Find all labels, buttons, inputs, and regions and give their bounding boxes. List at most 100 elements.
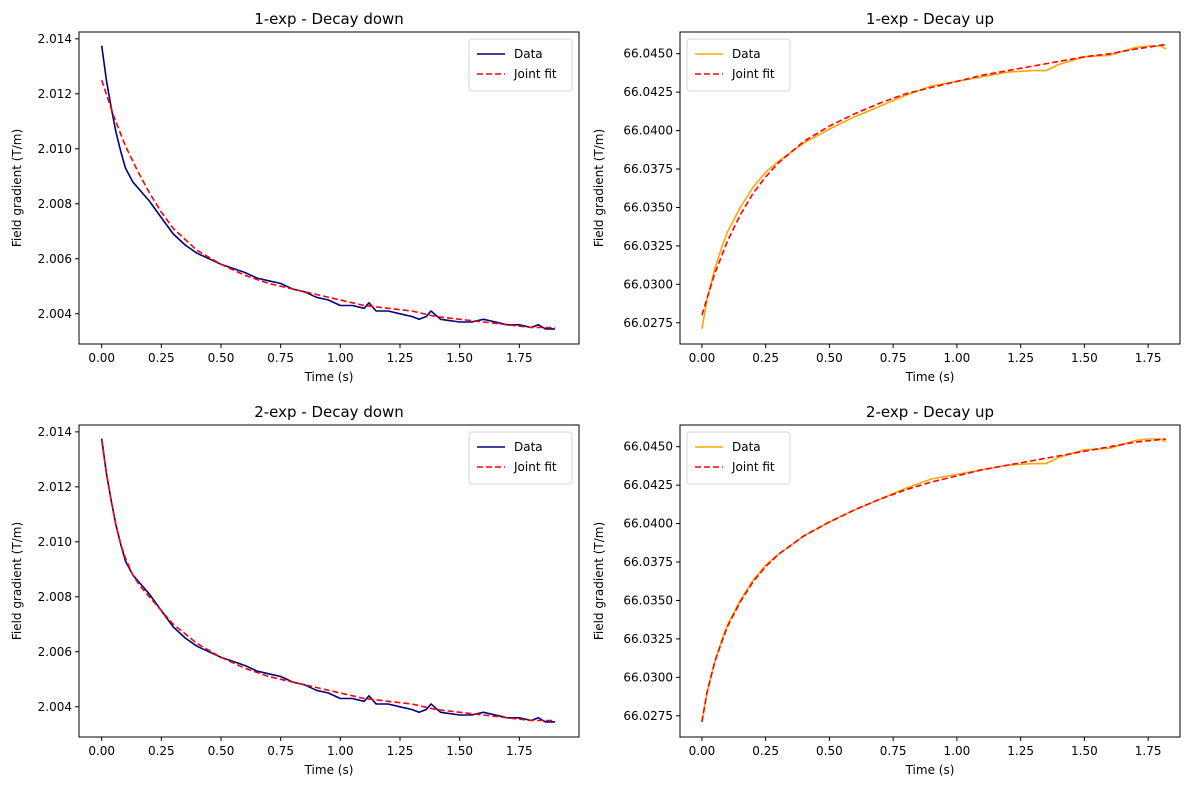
legend: Data Joint fit bbox=[468, 431, 573, 485]
x-tick-label: 1.25 bbox=[1007, 744, 1034, 758]
legend-label: Data bbox=[732, 47, 761, 61]
legend-label: Data bbox=[732, 440, 761, 454]
legend-label: Joint fit bbox=[513, 460, 557, 474]
x-tick-label: 1.00 bbox=[944, 351, 971, 365]
x-tick-label: 0.75 bbox=[267, 351, 294, 365]
y-tick-label: 66.0400 bbox=[623, 124, 673, 138]
chart-title: 1-exp - Decay down bbox=[254, 10, 404, 28]
legend-box bbox=[686, 38, 791, 92]
legend: Data Joint fit bbox=[468, 38, 573, 92]
x-tick-label: 0.25 bbox=[752, 744, 779, 758]
x-tick-label: 1.75 bbox=[506, 351, 533, 365]
x-tick-label: 0.50 bbox=[816, 351, 843, 365]
x-axis-label: Time (s) bbox=[304, 370, 354, 384]
y-tick-label: 66.0325 bbox=[623, 632, 673, 646]
axes-frame bbox=[679, 31, 1181, 345]
y-axis-label: Field gradient (T/m) bbox=[10, 129, 24, 247]
legend-box bbox=[468, 431, 573, 485]
y-tick-label: 2.004 bbox=[38, 700, 72, 714]
subplot-3: 2-exp - Decay down 0.00 0.25 0.50 0.75 1.00 1.… bbox=[10, 403, 580, 777]
y-tick-label: 66.0450 bbox=[623, 440, 673, 454]
legend-label: Data bbox=[514, 47, 543, 61]
y-tick-label: 66.0325 bbox=[623, 239, 673, 253]
x-tick-label: 0.00 bbox=[689, 351, 716, 365]
series-joint-fit-line bbox=[701, 43, 1167, 316]
y-tick-label: 2.014 bbox=[38, 32, 72, 46]
x-tick-label: 1.25 bbox=[387, 351, 414, 365]
y-tick-label: 2.012 bbox=[38, 480, 72, 494]
x-tick-label: 0.00 bbox=[88, 351, 115, 365]
y-axis-label: Field gradient (T/m) bbox=[10, 522, 24, 640]
subplot-4: 2-exp - Decay up 0.00 0.25 0.50 0.75 1.00 1.25… bbox=[592, 403, 1181, 777]
series-joint-fit-line bbox=[100, 439, 556, 722]
legend-box bbox=[468, 38, 573, 92]
x-tick-label: 0.25 bbox=[148, 351, 175, 365]
axes-frame bbox=[78, 424, 580, 738]
x-tick-label: 0.00 bbox=[88, 744, 115, 758]
subplot-2: 1-exp - Decay up 0.00 0.25 0.50 0.75 1.00 1.25… bbox=[592, 10, 1181, 384]
x-tick-label: 1.50 bbox=[1071, 351, 1098, 365]
x-tick-label: 0.25 bbox=[148, 744, 175, 758]
subplot-1: 1-exp - Decay down 0.00 0.25 0.50 0.75 1.00 1.… bbox=[10, 10, 580, 384]
axes-frame bbox=[78, 31, 580, 345]
legend-label: Joint fit bbox=[513, 67, 557, 81]
chart-title: 2-exp - Decay down bbox=[254, 403, 404, 421]
x-tick-label: 1.00 bbox=[944, 744, 971, 758]
y-tick-label: 2.008 bbox=[38, 590, 72, 604]
x-tick-label: 1.75 bbox=[1135, 744, 1162, 758]
legend: Data Joint fit bbox=[686, 431, 791, 485]
y-tick-label: 66.0425 bbox=[623, 85, 673, 99]
x-axis-label: Time (s) bbox=[905, 763, 955, 777]
y-tick-label: 66.0400 bbox=[623, 517, 673, 531]
x-tick-label: 1.25 bbox=[1007, 351, 1034, 365]
x-tick-label: 1.50 bbox=[1071, 744, 1098, 758]
y-axis-label: Field gradient (T/m) bbox=[592, 522, 606, 640]
series-joint-fit-line bbox=[100, 79, 556, 329]
x-tick-label: 1.25 bbox=[387, 744, 414, 758]
y-tick-label: 66.0375 bbox=[623, 162, 673, 176]
y-tick-label: 66.0425 bbox=[623, 478, 673, 492]
axes-frame bbox=[679, 424, 1181, 738]
x-tick-label: 0.50 bbox=[208, 351, 235, 365]
x-tick-label: 1.75 bbox=[506, 744, 533, 758]
x-tick-label: 0.75 bbox=[880, 351, 907, 365]
y-tick-label: 2.014 bbox=[38, 425, 72, 439]
y-tick-label: 66.0350 bbox=[623, 200, 673, 214]
y-tick-label: 66.0275 bbox=[623, 316, 673, 330]
x-tick-label: 1.75 bbox=[1135, 351, 1162, 365]
y-tick-label: 66.0350 bbox=[623, 593, 673, 607]
y-tick-label: 66.0275 bbox=[623, 709, 673, 723]
x-tick-label: 1.50 bbox=[446, 351, 473, 365]
y-tick-label: 2.012 bbox=[38, 87, 72, 101]
x-tick-label: 0.25 bbox=[752, 351, 779, 365]
y-tick-label: 66.0375 bbox=[623, 555, 673, 569]
legend: Data Joint fit bbox=[686, 38, 791, 92]
y-tick-label: 66.0300 bbox=[623, 277, 673, 291]
x-tick-label: 0.00 bbox=[689, 744, 716, 758]
y-tick-label: 2.008 bbox=[38, 197, 72, 211]
x-tick-label: 0.50 bbox=[816, 744, 843, 758]
x-tick-label: 1.50 bbox=[446, 744, 473, 758]
y-tick-label: 2.010 bbox=[38, 142, 72, 156]
y-tick-label: 2.010 bbox=[38, 535, 72, 549]
legend-label: Data bbox=[514, 440, 543, 454]
series-joint-fit-line bbox=[701, 438, 1167, 723]
x-tick-label: 0.75 bbox=[267, 744, 294, 758]
x-axis-label: Time (s) bbox=[304, 763, 354, 777]
y-axis-label: Field gradient (T/m) bbox=[592, 129, 606, 247]
legend-label: Joint fit bbox=[731, 460, 775, 474]
legend-box bbox=[686, 431, 791, 485]
y-tick-label: 66.0450 bbox=[623, 47, 673, 61]
chart-title: 2-exp - Decay up bbox=[866, 403, 994, 421]
x-tick-label: 1.00 bbox=[327, 351, 354, 365]
x-axis-label: Time (s) bbox=[905, 370, 955, 384]
x-tick-label: 0.75 bbox=[880, 744, 907, 758]
x-tick-label: 0.50 bbox=[208, 744, 235, 758]
y-tick-label: 2.006 bbox=[38, 645, 72, 659]
chart-title: 1-exp - Decay up bbox=[866, 10, 994, 28]
y-tick-label: 66.0300 bbox=[623, 670, 673, 684]
legend-label: Joint fit bbox=[731, 67, 775, 81]
y-tick-label: 2.006 bbox=[38, 252, 72, 266]
x-tick-label: 1.00 bbox=[327, 744, 354, 758]
